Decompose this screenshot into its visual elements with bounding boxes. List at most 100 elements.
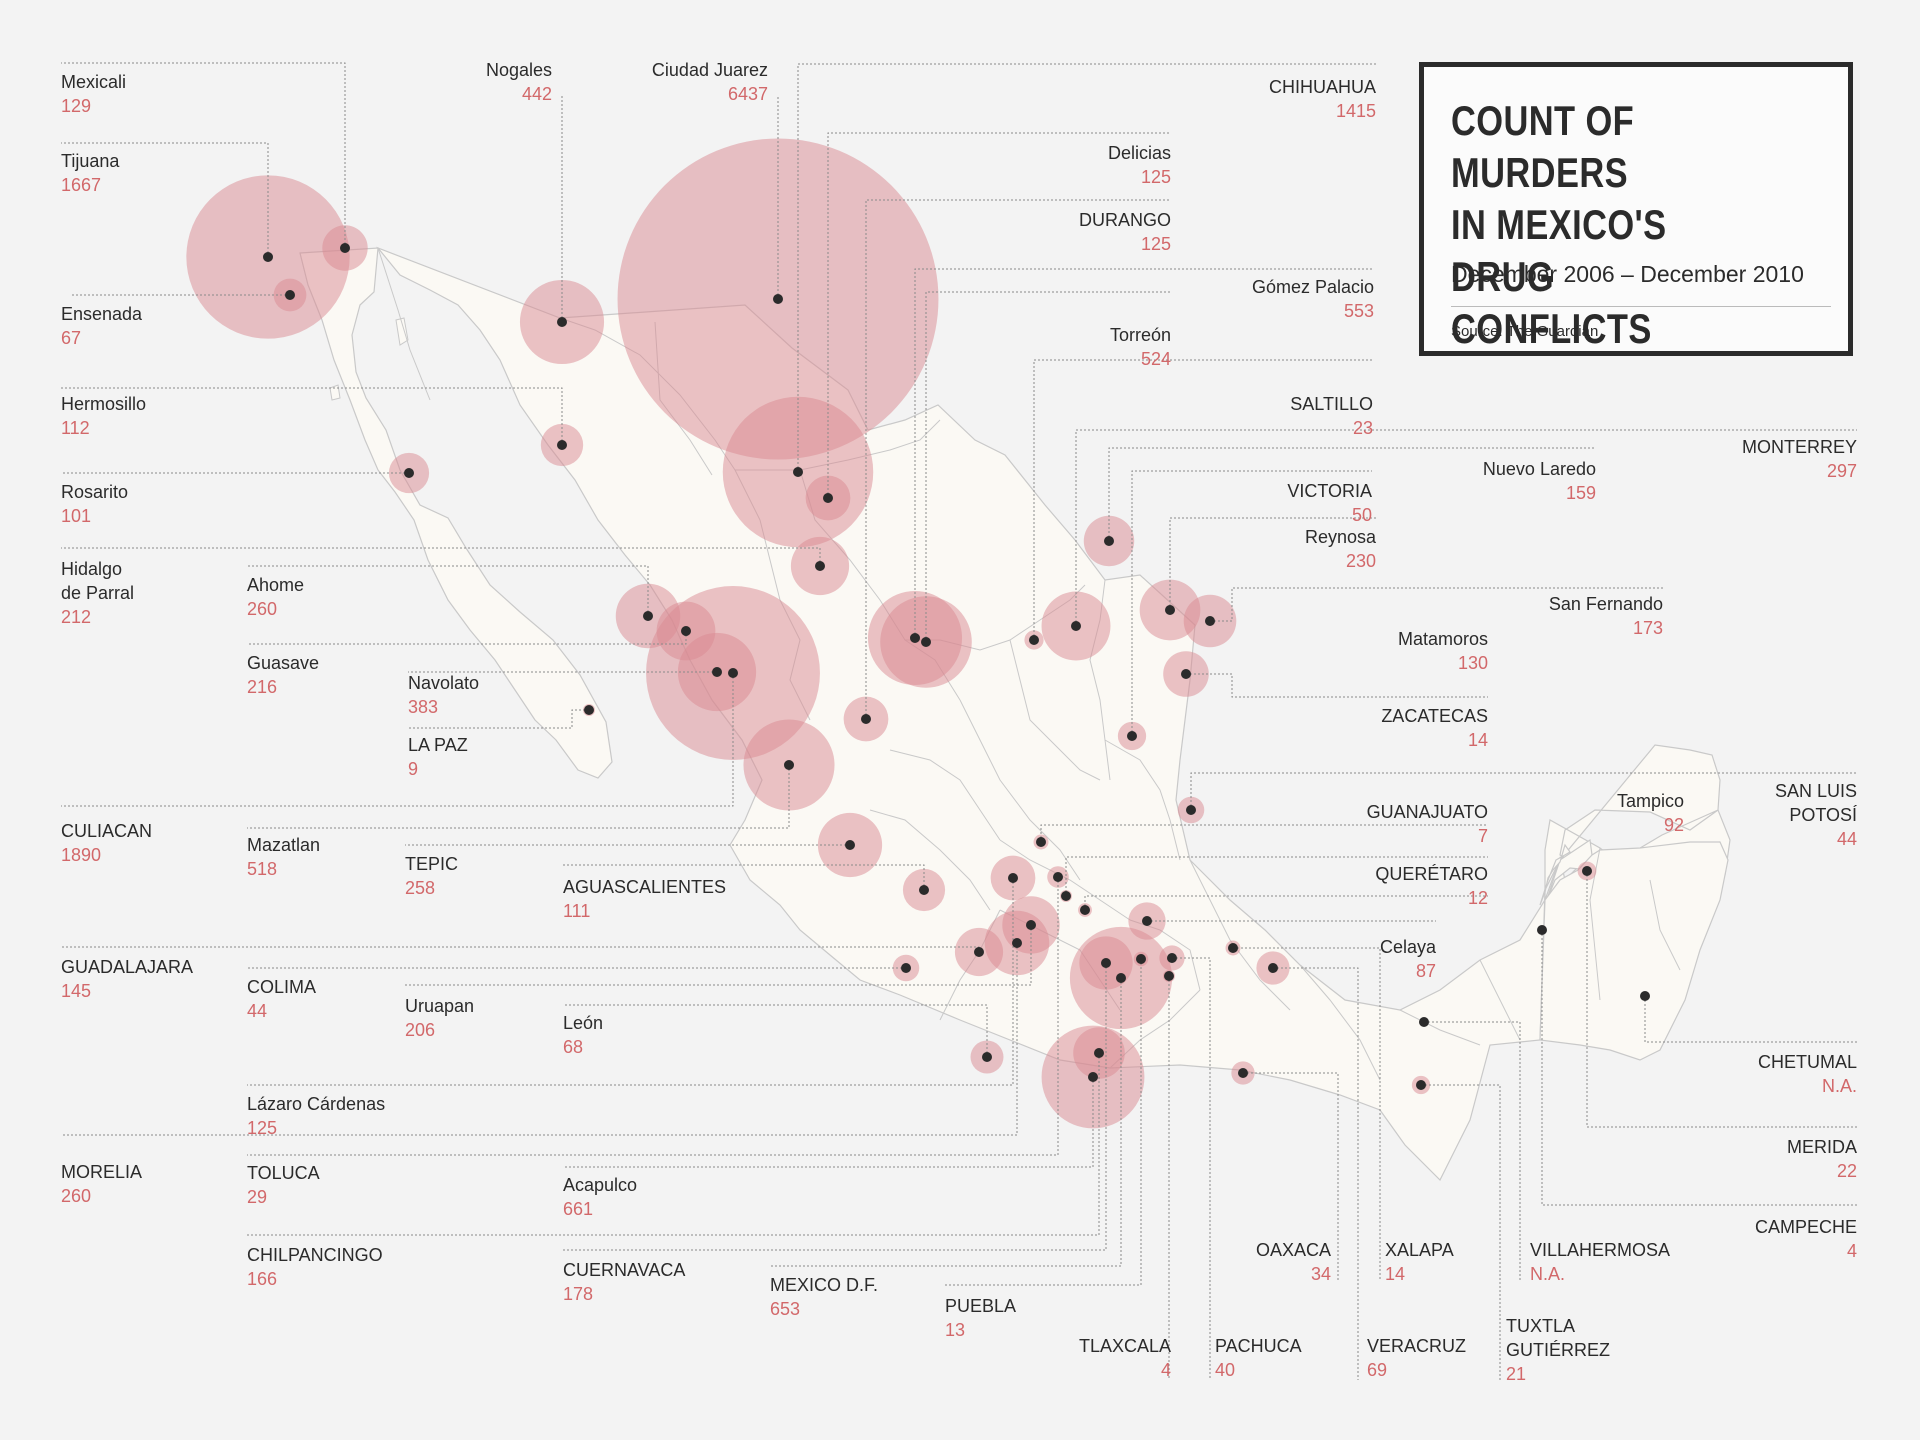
value-tijuana: 1667 [61,175,101,195]
leader-hermosillo [61,387,563,445]
value-mexicali: 129 [61,96,91,116]
source-note: Source: The Guardian [1451,323,1599,340]
value-matamoros: 130 [1458,653,1488,673]
value-hermosillo: 112 [61,418,90,438]
value-nuevo-laredo: 159 [1566,483,1596,503]
label-tlaxcala: TLAXCALA [1079,1336,1171,1356]
value-la-paz: 9 [408,759,418,779]
value-aguascalientes: 111 [563,901,590,921]
label-tuxtla-gutierrez-line1: TUXTLA [1506,1316,1575,1336]
dot-delicias [823,493,833,503]
label-hidalgo-de-parral-line1: Hidalgo [61,559,122,579]
value-monterrey: 297 [1827,461,1857,481]
dot-tepic [845,840,855,850]
dot-chihuahua [793,467,803,477]
label-victoria: VICTORIA [1287,481,1372,501]
leader-matamoros [1186,673,1488,698]
title-divider [1451,306,1831,307]
value-tuxtla-gutierrez: 21 [1506,1364,1526,1384]
dot-la-paz [584,705,594,715]
value-ensenada: 67 [61,328,81,348]
leader-nuevo-laredo [1108,447,1596,541]
leader-ahome [247,565,649,616]
dot-guadalajara [974,947,984,957]
dot-durango [861,714,871,724]
value-delicias: 125 [1141,167,1171,187]
label-guanajuato: GUANAJUATO [1367,802,1488,822]
label-zacatecas: ZACATECAS [1381,706,1488,726]
dot-mexicali [340,243,350,253]
label-tijuana: Tijuana [61,151,120,171]
dot-veracruz [1268,963,1278,973]
dot-tijuana [263,252,273,262]
value-hidalgo-de-parral: 212 [61,607,91,627]
dot-ensenada [285,290,295,300]
tiburon-island [395,317,409,346]
label-veracruz: VERACRUZ [1367,1336,1466,1356]
leader-monterrey [1075,429,1857,626]
label-mexico-d-f: MEXICO D.F. [770,1275,878,1295]
value-xalapa: 14 [1385,1264,1405,1284]
label-colima: COLIMA [247,977,316,997]
label-tuxtla-gutierrez-line2: GUTIÉRREZ [1506,1340,1610,1360]
dot-guanajuato [1061,891,1071,901]
dot-torreon [921,637,931,647]
label-la-paz: LA PAZ [408,735,468,755]
leader-zacatecas [1040,824,1488,842]
dot-pachuca [1167,953,1177,963]
label-toluca: TOLUCA [247,1163,320,1183]
leader-mazatlan [247,765,790,829]
leader-durango [865,199,1171,719]
leader-tijuana [61,142,269,257]
value-oaxaca: 34 [1311,1264,1331,1284]
value-merida: 22 [1837,1161,1857,1181]
value-leon: 68 [563,1037,583,1057]
leader-uruapan [405,925,1032,986]
leader-guanajuato [1065,856,1488,896]
dot-chetumal [1640,991,1650,1001]
dot-san-luis-potosi [1186,805,1196,815]
leader-puebla [945,959,1142,1286]
dot-morelia [1012,938,1022,948]
label-san-fernando: San Fernando [1549,594,1663,614]
dot-nuevo-laredo [1104,536,1114,546]
leader-victoria [1131,470,1372,736]
value-cuernavaca: 178 [563,1284,593,1304]
value-veracruz: 69 [1367,1360,1387,1380]
label-merida: MERIDA [1787,1137,1857,1157]
value-puebla: 13 [945,1320,965,1340]
label-pachuca: PACHUCA [1215,1336,1302,1356]
label-guadalajara: GUADALAJARA [61,957,193,977]
label-puebla: PUEBLA [945,1296,1016,1316]
label-queretaro: QUERÉTARO [1375,864,1488,884]
leader-torreon [925,291,1171,642]
leader-acapulco [563,1077,1094,1168]
label-mazatlan: Mazatlan [247,835,320,855]
leader-merida [1586,871,1857,1128]
value-mexico-d-f: 653 [770,1299,800,1319]
label-cuernavaca: CUERNAVACA [563,1260,685,1280]
label-chihuahua: CHIHUAHUA [1269,77,1376,97]
value-navolato: 383 [408,697,438,717]
dot-ciudad-juarez [773,294,783,304]
label-monterrey: MONTERREY [1742,437,1857,457]
leader-la-paz [408,709,589,729]
value-lazaro-cardenas: 125 [247,1118,277,1138]
leader-chihuahua [797,63,1376,472]
value-guasave: 216 [247,677,277,697]
yucatan-block [1539,841,1729,1061]
leader-toluca [247,877,1059,1156]
label-nogales: Nogales [486,60,552,80]
leader-lazaro-cardenas [247,878,1014,1086]
label-acapulco: Acapulco [563,1175,637,1195]
dot-chilpancingo [1094,1048,1104,1058]
value-toluca: 29 [247,1187,267,1207]
label-ahome: Ahome [247,575,304,595]
value-campeche: 4 [1847,1241,1857,1261]
value-acapulco: 661 [563,1199,593,1219]
label-durango: DURANGO [1079,210,1171,230]
leader-culiacan [61,673,734,807]
dot-ahome [643,611,653,621]
leader-campeche [1541,930,1857,1206]
